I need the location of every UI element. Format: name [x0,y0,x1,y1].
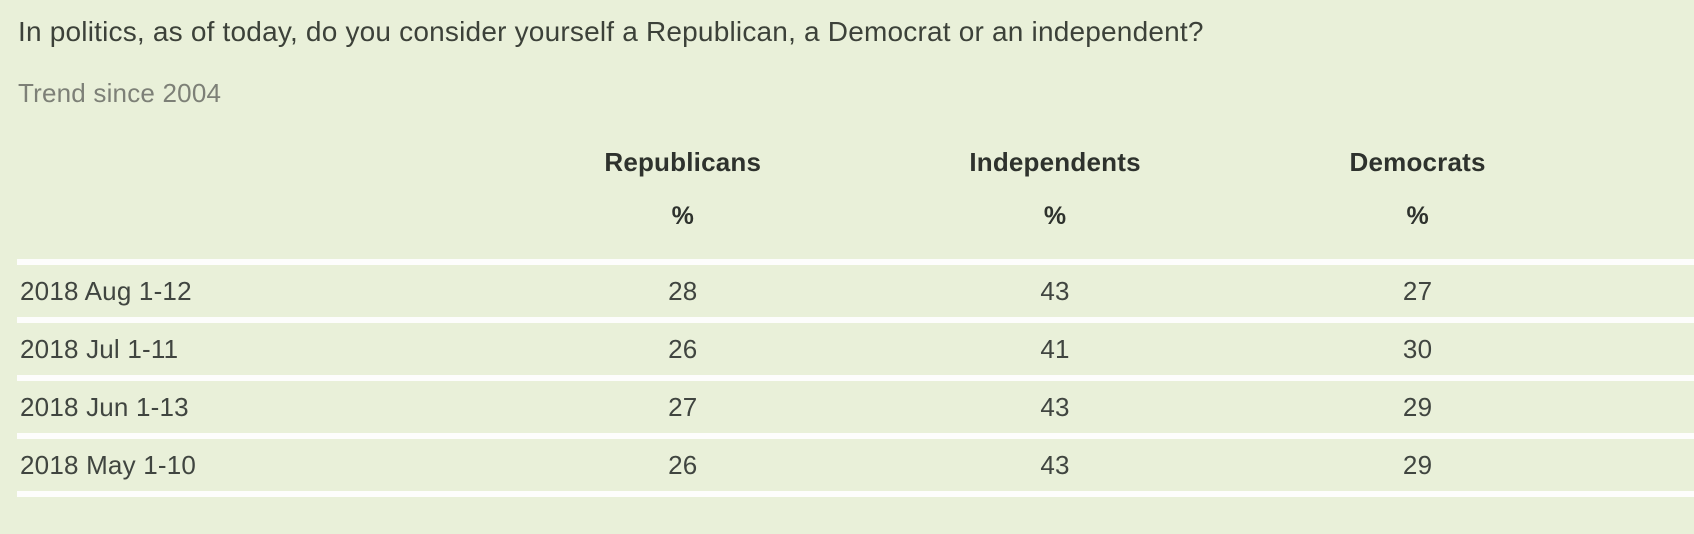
row-date-label: 2018 Jul 1-11 [20,333,179,364]
page-title: In politics, as of today, do you conside… [18,16,1204,47]
party-header-row: Republicans Independents Democrats [17,143,1694,178]
independents-value: 43 [1040,275,1070,306]
percent-sign-republicans: % [671,202,694,231]
table-row: 2018 Jun 1-13 27 43 29 [17,378,1694,436]
republicans-value: 27 [668,391,698,422]
republicans-value: 26 [668,449,698,480]
table-header: Republicans Independents Democrats % % % [17,143,1694,262]
percent-sign-democrats: % [1406,202,1429,231]
republicans-value: 26 [668,333,698,364]
independents-value: 43 [1040,391,1070,422]
row-date-label: 2018 Aug 1-12 [20,275,192,306]
independents-value: 41 [1040,333,1070,364]
row-date-label: 2018 Jun 1-13 [20,391,189,422]
republicans-value: 28 [668,275,698,306]
independents-value: 43 [1040,449,1070,480]
poll-trend-panel: In politics, as of today, do you conside… [0,16,1694,497]
empty-header-cell [17,143,497,178]
empty-header-cell [17,178,497,262]
column-header-independents: Independents [969,147,1141,178]
democrats-value: 27 [1402,275,1433,306]
page-subtitle: Trend since 2004 [18,78,222,109]
party-affiliation-table: Republicans Independents Democrats % % %… [17,143,1694,497]
democrats-value: 29 [1402,449,1433,480]
table-row: 2018 Aug 1-12 28 43 27 [17,262,1694,320]
row-date-label: 2018 May 1-10 [20,449,197,480]
percent-header-row: % % % [17,178,1694,262]
table-body: 2018 Aug 1-12 28 43 27 2018 Jul 1-11 26 … [17,262,1694,495]
table-row: 2018 Jul 1-11 26 41 30 [17,320,1694,378]
column-header-democrats: Democrats [1349,147,1486,178]
democrats-value: 29 [1402,391,1433,422]
column-header-republicans: Republicans [604,147,762,178]
democrats-value: 30 [1402,333,1433,364]
table-row: 2018 May 1-10 26 43 29 [17,436,1694,495]
percent-sign-independents: % [1043,202,1067,231]
